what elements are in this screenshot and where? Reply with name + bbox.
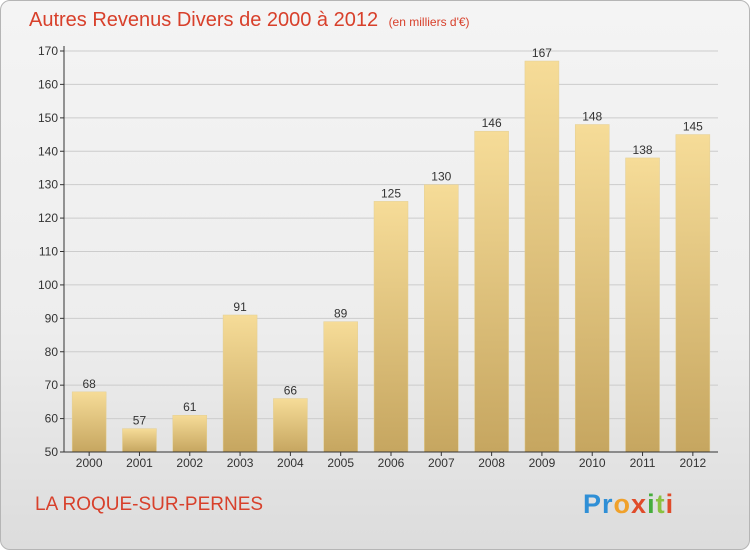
x-tick-label: 2005 <box>327 456 354 470</box>
y-tick-label: 170 <box>38 44 58 58</box>
y-tick-label: 150 <box>38 111 58 125</box>
bar-value-label: 130 <box>431 170 451 184</box>
x-tick-label: 2002 <box>176 456 203 470</box>
x-tick-label: 2011 <box>630 456 656 470</box>
bar-value-label: 66 <box>284 384 298 398</box>
x-tick-label: 2010 <box>579 456 606 470</box>
logo-letter: t <box>655 489 666 519</box>
bar <box>474 130 509 453</box>
bar <box>675 134 711 453</box>
x-tick-label: 2008 <box>478 456 505 470</box>
logo-letter: P <box>583 489 603 519</box>
bar-value-label: 138 <box>633 143 653 157</box>
bar-value-label: 148 <box>582 110 602 124</box>
bar-value-label: 167 <box>532 46 552 60</box>
x-tick-label: 2012 <box>679 456 706 470</box>
bar-value-label: 57 <box>133 414 147 428</box>
bar-value-label: 125 <box>381 186 401 200</box>
logo-letter: i <box>647 489 656 519</box>
y-tick-label: 130 <box>38 178 58 192</box>
y-tick-label: 100 <box>38 278 58 292</box>
logo-letter: x <box>631 489 648 519</box>
chart-unit: (en milliers d'€) <box>388 15 470 29</box>
bar <box>222 314 258 453</box>
logo-letter: o <box>613 489 632 519</box>
y-tick-label: 60 <box>45 412 59 426</box>
bar-value-label: 68 <box>82 377 96 391</box>
chart-title-block: Autres Revenus Divers de 2000 à 2012 (en… <box>29 9 470 32</box>
bar-value-label: 91 <box>233 300 247 314</box>
proxiti-logo[interactable]: Proxiti <box>583 489 674 520</box>
y-tick-label: 50 <box>45 445 59 459</box>
logo-letter: r <box>602 489 614 519</box>
x-tick-label: 2001 <box>126 456 153 470</box>
y-tick-label: 70 <box>45 378 59 392</box>
y-tick-label: 80 <box>45 345 59 359</box>
bar <box>273 398 308 453</box>
bar-value-label: 146 <box>482 116 502 130</box>
bar-value-label: 61 <box>183 400 197 414</box>
y-tick-label: 140 <box>38 144 58 158</box>
bar <box>625 157 660 453</box>
bar-chart: 68 57 61 91 66 89 125 130 146 167 148 138 145 50 60 70… <box>38 44 718 470</box>
axes: 50 60 70 80 90 100 110 120 130 140 150 160 170 2000 20… <box>38 44 718 470</box>
x-tick-label: 2009 <box>529 456 556 470</box>
chart-title: Autres Revenus Divers de 2000 à 2012 <box>29 9 379 31</box>
y-tick-label: 90 <box>45 311 59 325</box>
x-tick-label: 2007 <box>428 456 455 470</box>
bar-value-label: 89 <box>334 307 348 321</box>
y-tick-label: 160 <box>38 77 58 91</box>
bar <box>373 201 409 453</box>
bar <box>323 321 358 453</box>
bar <box>574 124 610 453</box>
bar <box>71 391 107 453</box>
x-tick-label: 2004 <box>277 456 304 470</box>
bar <box>122 428 157 453</box>
x-tick-label: 2003 <box>227 456 254 470</box>
y-tick-label: 120 <box>38 211 58 225</box>
bars: 68 57 61 91 66 89 125 130 146 167 148 138 145 <box>71 46 711 453</box>
x-tick-label: 2000 <box>76 456 103 470</box>
logo-letter: i <box>665 489 675 519</box>
y-tick-label: 110 <box>39 245 58 259</box>
bar <box>172 414 208 453</box>
bar-value-label: 145 <box>683 120 703 134</box>
bar <box>524 60 560 453</box>
bar <box>424 184 459 453</box>
commune-name: LA ROQUE-SUR-PERNES <box>35 494 264 515</box>
x-tick-label: 2006 <box>378 456 405 470</box>
